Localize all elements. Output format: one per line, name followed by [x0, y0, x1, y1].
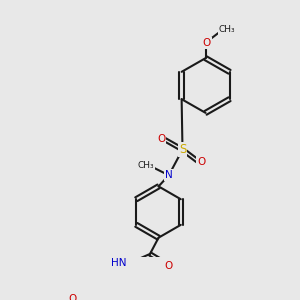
Text: O: O	[165, 261, 173, 271]
Text: O: O	[157, 134, 165, 143]
Text: N: N	[165, 170, 173, 180]
Text: CH₃: CH₃	[219, 26, 235, 34]
Text: HN: HN	[111, 258, 126, 268]
Text: O: O	[202, 38, 211, 48]
Text: CH₃: CH₃	[137, 161, 154, 170]
Text: O: O	[197, 158, 206, 167]
Text: S: S	[179, 143, 186, 156]
Text: O: O	[68, 294, 76, 300]
